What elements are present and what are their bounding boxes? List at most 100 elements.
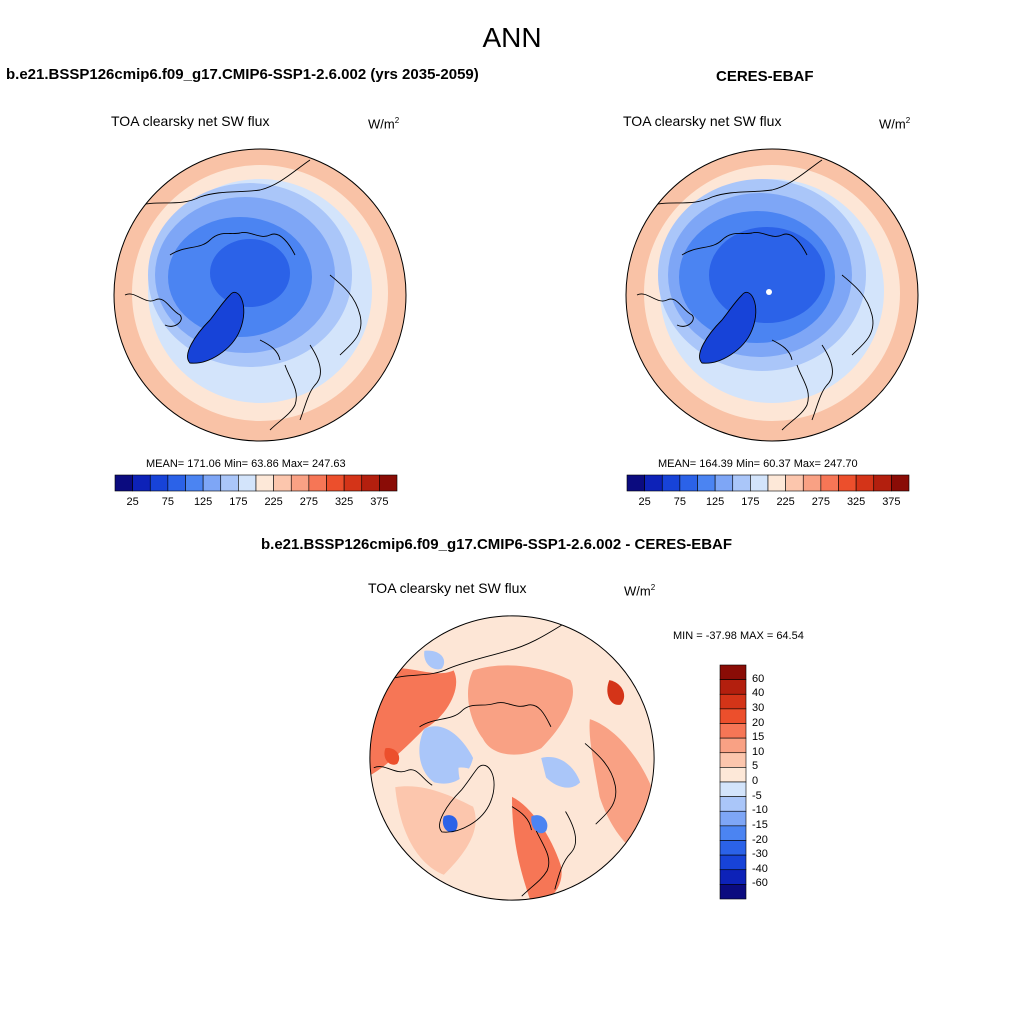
- colorbar-tick-label: -60: [752, 877, 768, 890]
- panel-3-variable-label: TOA clearsky net SW flux: [368, 580, 527, 596]
- colorbar-swatch: [719, 679, 747, 695]
- colorbar-tick-label: 25: [126, 496, 139, 508]
- coastline: [299, 344, 321, 421]
- colorbar-tick-label: 30: [752, 701, 765, 714]
- colorbar-tick-label: 20: [752, 716, 765, 729]
- colorbar-swatch: [750, 474, 769, 492]
- colorbar-swatch: [273, 474, 292, 492]
- colorbar-swatch: [719, 810, 747, 827]
- colorbar-tick-label: -5: [752, 789, 762, 802]
- colorbar-swatch: [719, 854, 747, 871]
- colorbar-swatch: [855, 474, 875, 492]
- colorbar-swatch: [626, 474, 645, 492]
- colorbar-swatch: [167, 474, 186, 492]
- colorbar-tick-label: 125: [705, 496, 725, 508]
- panel-3-units: W/m2: [624, 583, 656, 599]
- panel-3-colorbar: [719, 664, 747, 900]
- map-patch: [442, 815, 458, 833]
- coastline: [841, 274, 874, 356]
- map-border: [625, 148, 919, 442]
- colorbar-swatch: [326, 474, 345, 492]
- colorbar-swatch: [114, 474, 133, 492]
- panel-3-colorbar-labels: 60 40 30 20 15 10 5 0 -5 -10 -15 -20 -30 -40 -60: [752, 665, 792, 899]
- coastline: [269, 364, 297, 431]
- colorbar-tick-label: 15: [752, 731, 765, 744]
- colorbar-tick-label: 225: [264, 496, 283, 508]
- panel-1-variable-label: TOA clearsky net SW flux: [111, 113, 270, 129]
- panel-2-case-title: CERES-EBAF: [716, 68, 814, 85]
- colorbar-swatch: [661, 474, 681, 492]
- colorbar-swatch: [149, 474, 169, 492]
- colorbar-swatch: [820, 474, 839, 492]
- colorbar-tick-label: 325: [334, 496, 354, 508]
- colorbar-tick-label: 275: [811, 496, 831, 508]
- panel-1-colorbar-labels: 25 75 125 175 225 275 325 375: [115, 496, 397, 510]
- panel-1-stats: MEAN= 171.06 Min= 63.86 Max= 247.63: [146, 458, 346, 470]
- colorbar-tick-label: 125: [193, 496, 213, 508]
- map-patch: [458, 767, 484, 796]
- coastline: [554, 811, 577, 890]
- colorbar-swatch: [719, 840, 747, 856]
- panel-1-colorbar: [114, 474, 398, 492]
- panel-1-case-title: b.e21.BSSP126cmip6.f09_g17.CMIP6-SSP1-2.…: [6, 66, 479, 83]
- colorbar-swatch: [873, 474, 892, 492]
- colorbar-swatch: [719, 664, 747, 680]
- colorbar-swatch: [132, 474, 151, 492]
- colorbar-swatch: [802, 474, 822, 492]
- colorbar-tick-label: -20: [752, 833, 768, 846]
- colorbar-swatch: [719, 693, 747, 710]
- panel-1-units: W/m2: [368, 116, 400, 132]
- coastline: [781, 364, 809, 431]
- colorbar-tick-label: 75: [161, 496, 174, 508]
- map-band: [709, 227, 825, 323]
- panel-2-polar-map: [625, 148, 919, 442]
- coastline: [636, 293, 694, 327]
- colorbar-swatch: [714, 474, 734, 492]
- coastline: [771, 339, 793, 361]
- panel-3-stats: MIN = -37.98 MAX = 64.54: [673, 630, 804, 642]
- colorbar-tick-label: 375: [882, 496, 901, 508]
- coastline: [385, 619, 571, 681]
- colorbar-swatch: [379, 474, 398, 492]
- colorbar-swatch: [220, 474, 239, 492]
- map-patch: [531, 815, 548, 834]
- colorbar-swatch: [719, 708, 747, 724]
- panel-1-polar-map: [113, 148, 407, 442]
- coastline: [651, 159, 823, 206]
- coastline: [124, 293, 182, 327]
- map-band: [210, 239, 290, 307]
- colorbar-tick-label: 175: [741, 496, 760, 508]
- panel-2-colorbar: [626, 474, 910, 492]
- panel-3-polar-map: [369, 615, 655, 901]
- colorbar-swatch: [255, 474, 274, 492]
- coastline: [584, 743, 617, 825]
- coastline: [139, 159, 311, 206]
- colorbar-swatch: [891, 474, 910, 492]
- coastline: [811, 344, 833, 421]
- colorbar-swatch: [679, 474, 698, 492]
- colorbar-swatch: [308, 474, 327, 492]
- colorbar-tick-label: 225: [776, 496, 795, 508]
- colorbar-swatch: [238, 474, 257, 492]
- figure-title: ANN: [482, 22, 542, 53]
- coastline: [699, 292, 757, 364]
- map-patch: [395, 786, 476, 875]
- panel-2-stats: MEAN= 164.39 Min= 60.37 Max= 247.70: [658, 458, 858, 470]
- coastline: [329, 274, 362, 356]
- colorbar-tick-label: 40: [752, 687, 765, 700]
- colorbar-tick-label: 375: [370, 496, 389, 508]
- panel-3-case-title: b.e21.BSSP126cmip6.f09_g17.CMIP6-SSP1-2.…: [261, 536, 733, 553]
- colorbar-tick-label: 275: [299, 496, 319, 508]
- panel-2-units: W/m2: [879, 116, 911, 132]
- colorbar-tick-label: 60: [752, 672, 765, 685]
- coastline: [511, 806, 532, 831]
- coastline: [187, 292, 245, 364]
- coastline: [681, 231, 808, 256]
- panel-2-variable-label: TOA clearsky net SW flux: [623, 113, 782, 129]
- colorbar-swatch: [719, 796, 747, 812]
- colorbar-tick-label: 5: [752, 760, 759, 773]
- colorbar-swatch: [719, 781, 747, 797]
- colorbar-swatch: [719, 752, 747, 768]
- pole-missing-value: [766, 289, 772, 295]
- colorbar-swatch: [719, 723, 747, 739]
